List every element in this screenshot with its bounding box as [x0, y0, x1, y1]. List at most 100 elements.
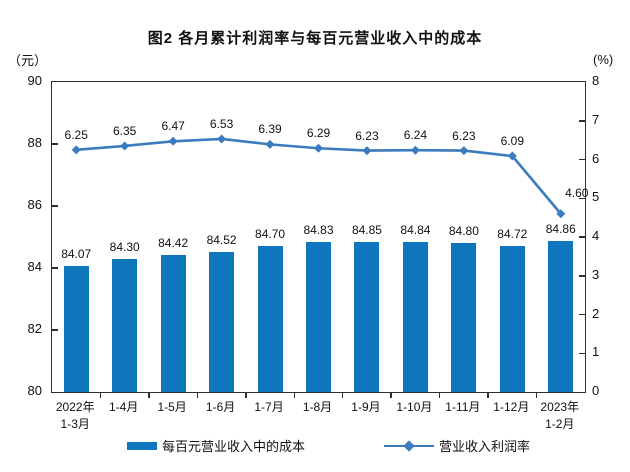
x-axis-label: 1-12月 — [493, 400, 530, 414]
cost-bar — [306, 242, 331, 392]
x-axis-tick-mark — [148, 393, 150, 398]
right-axis-tick-label: 2 — [592, 305, 600, 321]
profit-line-value-label: 6.23 — [452, 128, 476, 143]
profit-legend-swatch — [384, 439, 434, 452]
left-axis-tick-mark — [52, 329, 58, 331]
x-axis-tick-mark — [487, 393, 489, 398]
left-axis-tick-label: 90 — [27, 73, 42, 88]
profit-line-marker-icon — [556, 209, 566, 219]
profit-line-marker-icon — [459, 146, 469, 156]
x-axis-label: 1-10月 — [396, 400, 433, 414]
cost-bar — [354, 241, 380, 392]
right-axis-tick-mark — [579, 352, 585, 354]
profit-line-value-label: 6.47 — [161, 119, 185, 134]
profit-line-value-label: 6.09 — [500, 134, 524, 148]
profit-line-value-label: 6.39 — [258, 122, 282, 137]
cost-bar — [499, 245, 525, 392]
x-axis-tick-mark — [293, 393, 296, 398]
x-axis-tick-mark — [438, 393, 441, 398]
right-axis-tick-mark — [579, 236, 585, 238]
profit-line-value-label: 6.23 — [355, 128, 379, 143]
cost-bar-value-label: 84.42 — [158, 235, 189, 250]
cost-bar-value-label: 84.30 — [109, 239, 140, 254]
profit-line-value-label: 6.53 — [209, 116, 234, 131]
right-axis-tick-label: 7 — [592, 111, 600, 127]
legend-item-cost: 每百元营业收入中的成本 — [127, 436, 305, 455]
left-axis-tick-label: 86 — [27, 197, 42, 212]
left-axis-tick-mark — [52, 267, 58, 269]
cost-legend-label: 每百元营业收入中的成本 — [162, 439, 306, 454]
chart-title: 图2 各月累计利润率与每百元营业收入中的成本 — [147, 30, 483, 47]
profit-line-marker-icon — [120, 141, 130, 151]
right-axis-tick-label: 1 — [592, 344, 600, 360]
profit-line-marker-icon — [362, 146, 372, 156]
cost-bar-value-label: 84.86 — [545, 222, 576, 237]
x-axis-tick-mark — [535, 393, 538, 398]
cost-bar — [548, 241, 574, 392]
profit-line-value-label: 6.25 — [64, 127, 88, 142]
cost-bar-value-label: 84.72 — [497, 226, 528, 241]
left-axis-tick-mark — [52, 143, 58, 145]
profit-legend-diamond-icon — [403, 439, 415, 452]
profit-line-marker-icon — [71, 145, 81, 155]
right-axis-tick-label: 8 — [592, 73, 600, 88]
right-axis-tick-label: 4 — [592, 228, 600, 243]
cost-bar-value-label: 84.83 — [303, 223, 334, 238]
x-axis-label: 1-6月 — [205, 400, 236, 414]
x-axis-label: 2023年 1-2月 — [540, 400, 580, 431]
left-axis-unit: （元） — [8, 53, 48, 68]
right-axis-tick-mark — [579, 120, 585, 122]
right-axis-tick-label: 3 — [592, 266, 600, 282]
cost-bar — [402, 241, 428, 392]
cost-bar — [257, 246, 283, 392]
left-axis-tick-label: 84 — [27, 259, 42, 274]
cost-bar-value-label: 84.70 — [255, 227, 286, 242]
profit-legend-label: 营业收入利润率 — [439, 439, 531, 454]
cost-bar-value-label: 84.84 — [400, 222, 431, 237]
x-axis-tick-mark — [245, 393, 247, 398]
x-axis-label: 1-9月 — [351, 400, 381, 414]
legend-item-profit: 营业收入利润率 — [384, 436, 530, 455]
legend: 每百元营业收入中的成本 营业收入利润率 — [0, 436, 630, 456]
profit-line-marker-icon — [314, 143, 323, 153]
x-axis-tick-mark — [390, 393, 392, 398]
left-axis-tick-label: 80 — [27, 383, 42, 398]
cost-bar-value-label: 84.85 — [351, 222, 382, 237]
right-axis-tick-mark — [579, 275, 585, 277]
x-axis-tick-mark — [196, 393, 199, 398]
profit-line-value-label: 6.35 — [112, 123, 137, 138]
x-axis-label: 2022年 1-3月 — [55, 400, 95, 431]
cost-bar — [209, 251, 235, 392]
profit-line-value-label: 6.29 — [306, 126, 331, 141]
profit-line-marker-icon — [410, 145, 420, 155]
cost-legend-swatch — [127, 441, 157, 450]
cost-bar-value-label: 84.07 — [61, 246, 92, 261]
plot-area: 84.07 84.30 84.42 84.52 84.70 84.83 84.85 84.84… — [51, 81, 589, 398]
right-axis-tick-mark — [579, 158, 585, 161]
right-axis-tick-mark — [579, 313, 585, 316]
profit-line-marker-icon — [507, 151, 517, 161]
right-axis-tick-label: 5 — [592, 189, 600, 205]
profit-line-marker-icon — [265, 139, 275, 149]
x-axis-tick-mark — [341, 393, 344, 398]
x-axis-label: 1-4月 — [108, 400, 139, 414]
left-axis-tick-label: 88 — [27, 135, 42, 150]
right-axis-tick-mark — [579, 197, 585, 199]
x-axis-label: 1-5月 — [157, 400, 187, 414]
profit-line-marker-icon — [217, 134, 227, 144]
cost-bar — [160, 254, 186, 392]
cost-bar — [451, 243, 477, 392]
right-axis-tick-label: 6 — [592, 150, 600, 166]
profit-line-marker-icon — [168, 136, 178, 146]
x-axis-label: 1-11月 — [445, 400, 481, 414]
cost-bar-value-label: 84.80 — [448, 224, 479, 239]
cost-bar-value-label: 84.52 — [206, 232, 237, 247]
right-axis-unit: (%) — [593, 52, 614, 67]
profit-line-svg — [71, 134, 566, 219]
profit-line-value-label: 4.60 — [565, 185, 589, 200]
left-axis-tick-mark — [52, 205, 58, 207]
profit-line-value-label: 6.24 — [403, 128, 428, 143]
cost-bar — [63, 265, 89, 392]
cost-bar — [112, 258, 138, 392]
